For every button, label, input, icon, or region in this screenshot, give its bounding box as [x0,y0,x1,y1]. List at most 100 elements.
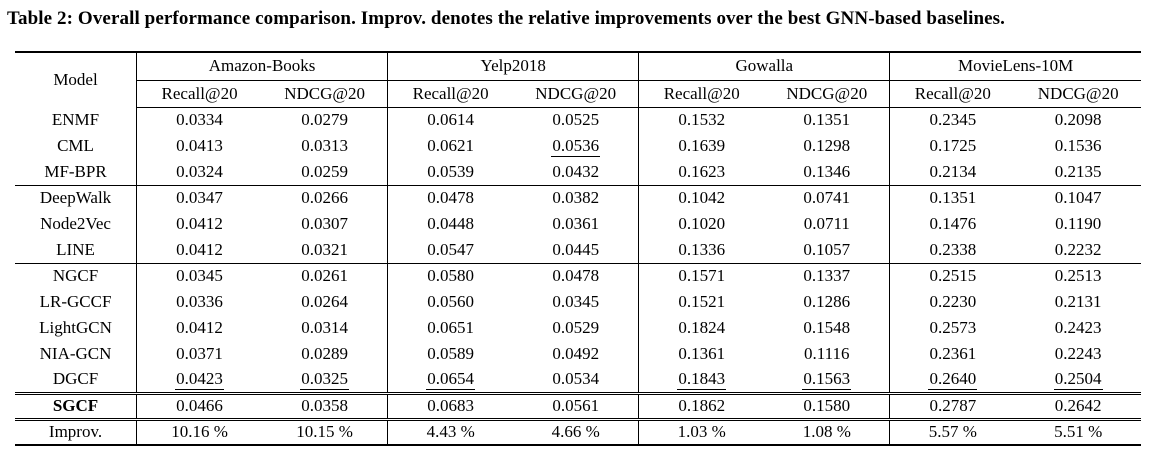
metric-header: NDCG@20 [262,80,388,108]
metric-value-cell: 0.1623 [638,159,765,185]
metric-value-cell: 0.2098 [1054,110,1102,130]
dataset-header: MovieLens-10M [889,51,1141,81]
metric-value-cell: 0.1725 [889,133,1016,159]
table-row-nia-gcn: NIA-GCN 0.0371 0.0289 0.0589 0.0492 0.1361 0.1… [15,341,1141,367]
dataset-header: Amazon-Books [136,51,388,81]
metric-value-cell: 0.0466 [136,391,263,419]
metric-value-cell: 0.1563 [764,367,890,393]
metric-value-cell: 0.0525 [552,110,600,130]
model-name-cell: SGCF [15,391,137,419]
metric-value-cell: 5.51 % [1015,417,1141,446]
metric-value-cell: 0.0547 [387,237,514,263]
table-header: Model Amazon-Books Yelp2018 Gowalla MovieLe… [15,51,1141,108]
metric-value-cell: 0.0307 [301,214,348,233]
model-name-cell: NGCF [15,262,137,289]
metric-value-cell: 0.0711 [803,214,850,233]
metric-header: Recall@20 [136,80,263,108]
table-body: ENMF 0.0334 0.0279 0.0614 0.0525 0.1532 0.1351… [15,107,1141,446]
performance-comparison-table: Model Amazon-Books Yelp2018 Gowalla MovieLe… [15,51,1141,446]
table-row-ngcf: NGCF 0.0345 0.0261 0.0580 0.0478 0.1571 0.1337… [15,262,1141,289]
table-caption: Table 2: Overall performance comparison.… [7,8,1006,29]
metric-value-cell: 0.0266 [262,184,388,211]
table-row-mf-bpr: MF-BPR 0.0324 0.0259 0.0539 0.0432 0.1623 0.13… [15,159,1141,185]
metric-value-cell: 1.08 % [764,417,890,446]
model-name-cell: LR-GCCF [39,292,112,311]
metric-value-cell: 0.2642 [1015,391,1141,419]
dataset-header-row: Model Amazon-Books Yelp2018 Gowalla MovieLe… [15,51,1141,107]
metric-value-cell: 0.1057 [803,239,851,259]
metric-value-cell: 0.2640 [889,367,1016,393]
metric-header: NDCG@20 [513,80,639,108]
model-name-cell: CML [57,136,94,155]
metric-value-cell: 0.1042 [638,184,765,211]
metric-value-cell: 0.2232 [1054,239,1102,259]
underlined-best-baseline-value: 0.2640 [928,369,978,391]
metric-value-cell: 0.1476 [889,211,1016,237]
metric-value-cell: 0.0423 [136,367,263,393]
underlined-best-baseline-value: 0.1843 [677,369,727,391]
metric-value-cell: 0.0478 [513,262,639,289]
metric-value-cell: 0.0534 [552,369,600,389]
metric-value-cell: 0.0492 [552,344,600,363]
metric-value-cell: 0.0529 [552,318,600,337]
metric-value-cell: 0.0536 [513,133,639,159]
metric-value-cell: 0.0345 [552,292,600,311]
metric-value-cell: 0.0382 [513,184,639,211]
table-row-lightgcn: LightGCN 0.0412 0.0314 0.0651 0.0529 0.1824 0.… [15,315,1141,341]
metric-value-cell: 0.0413 [136,133,263,159]
metric-value-cell: 0.1286 [803,292,851,311]
metric-value-cell: 0.0412 [136,211,263,237]
metric-value-cell: 0.2345 [889,107,1016,133]
metric-value-cell: 0.0259 [301,161,348,181]
metric-value-cell: 0.2338 [889,237,1016,263]
metric-value-cell: 0.0264 [301,292,348,311]
model-name-cell: LINE [56,239,95,259]
metric-value-cell: 0.0361 [552,214,600,233]
model-name-cell: NIA-GCN [39,344,112,363]
table-row-line: LINE 0.0412 0.0321 0.0547 0.0445 0.1336 0.1057… [15,237,1141,263]
metric-value-cell: 0.1190 [1055,214,1102,233]
metric-value-cell: 0.0347 [136,184,263,211]
metric-value-cell: 0.0683 [387,391,514,419]
metric-header-row: Recall@20 NDCG@20 Recall@20 NDCG@20 Recall@2… [15,80,1141,108]
metric-value-cell: 0.2423 [1054,318,1102,337]
metric-value-cell: 0.1047 [1015,184,1141,211]
metric-value-cell: 0.2131 [1054,292,1102,311]
metric-value-cell: 0.1824 [638,315,765,341]
metric-value-cell: 0.1336 [638,237,765,263]
metric-value-cell: 0.1361 [638,341,765,367]
metric-value-cell: 0.1843 [638,367,765,393]
table-row-enmf: ENMF 0.0334 0.0279 0.0614 0.0525 0.1532 0.1351… [15,107,1141,133]
metric-value-cell: 0.2230 [889,289,1016,315]
metric-value-cell: 0.1571 [638,262,765,289]
underlined-best-baseline-value: 0.0654 [426,369,476,391]
metric-value-cell: 0.0651 [387,315,514,341]
underlined-best-baseline-value: 0.1563 [802,369,852,391]
metric-value-cell: 0.1580 [764,391,890,419]
metric-value-cell: 0.2515 [889,262,1016,289]
metric-value-cell: 0.1351 [889,184,1016,211]
model-name-cell: ENMF [51,110,100,129]
underlined-best-baseline-value: 0.0423 [175,369,224,391]
underlined-best-baseline-value: 0.0536 [551,136,601,157]
metric-value-cell: 0.1020 [638,211,765,237]
metric-value-cell: 0.0261 [262,262,388,289]
metric-value-cell: 0.0336 [136,289,263,315]
metric-value-cell: 0.0412 [136,315,263,341]
metric-value-cell: 10.15 % [262,417,388,446]
table-row-improv-: Improv. 10.16 % 10.15 % 4.43 % 4.66 % 1.03 % 1… [15,417,1141,446]
metric-value-cell: 0.0580 [387,262,514,289]
metric-header: Recall@20 [638,80,765,108]
metric-value-cell: 0.1116 [804,344,850,363]
metric-value-cell: 0.0289 [301,344,348,363]
metric-value-cell: 0.2504 [1015,367,1141,393]
metric-value-cell: 0.1536 [1054,136,1102,155]
metric-value-cell: 0.0589 [387,341,514,367]
model-name-cell: Node2Vec [40,214,111,233]
metric-value-cell: 0.0741 [764,184,890,211]
metric-value-cell: 0.0325 [262,367,388,393]
metric-value-cell: 0.0539 [387,159,514,185]
metric-value-cell: 0.0324 [136,159,263,185]
metric-value-cell: 0.0561 [513,391,639,419]
